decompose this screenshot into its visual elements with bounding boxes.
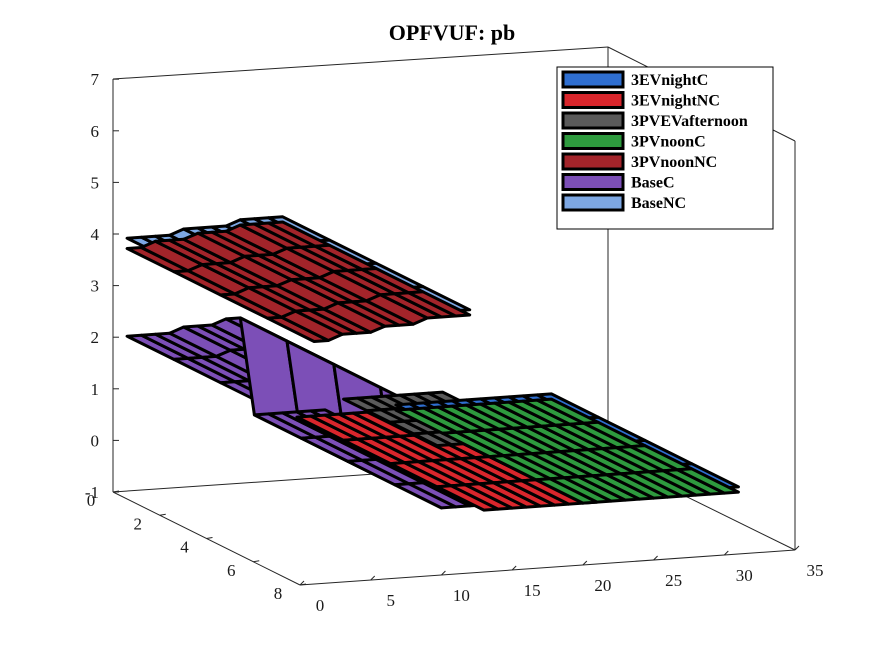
z-tick-label: 3 xyxy=(91,277,100,296)
z-tick-label: 5 xyxy=(91,173,100,192)
y-tick-mark xyxy=(253,560,260,563)
z-tick-label: 1 xyxy=(91,380,100,399)
x-tick-mark xyxy=(653,555,658,561)
legend-label: BaseC xyxy=(631,175,675,192)
x-tick-mark xyxy=(511,565,517,571)
y-tick-label: 4 xyxy=(180,538,189,557)
legend-swatch xyxy=(561,173,625,191)
surface-3EVnightNC xyxy=(295,407,599,512)
x-tick-mark xyxy=(299,580,305,586)
legend-swatch xyxy=(561,91,625,109)
y-tick-mark xyxy=(159,513,166,516)
z-tick-label: 2 xyxy=(91,328,100,347)
chart-title: OPFVUF: pb xyxy=(389,20,516,45)
x-tick-mark xyxy=(370,575,376,581)
x-tick-label: 15 xyxy=(524,581,541,600)
legend-label: 3PVEVafternoon xyxy=(631,113,748,130)
x-tick-label: 0 xyxy=(316,596,325,615)
surface-3PVnoonNC xyxy=(125,220,472,343)
legend-swatch xyxy=(561,152,625,171)
z-tick-label: 0 xyxy=(91,431,100,450)
x-tick-label: 35 xyxy=(807,561,824,580)
y-tick-label: 0 xyxy=(87,491,96,510)
legend-label: 3PVnoonNC xyxy=(631,154,717,171)
x-tick-mark xyxy=(723,550,729,556)
legend-label: 3PVnoonC xyxy=(631,134,706,151)
z-tick-label: -1 xyxy=(85,483,99,502)
legend-swatch xyxy=(561,70,625,89)
x-tick-label: 5 xyxy=(386,591,395,610)
x-tick-label: 30 xyxy=(736,566,753,585)
z-tick-label: 7 xyxy=(91,70,100,89)
legend: 3EVnightC 3EVnightNC 3PVEVafternoon 3PVnoon… xyxy=(556,66,774,230)
z-tick-label: 6 xyxy=(91,122,100,141)
x-axis-line xyxy=(299,549,796,586)
legend-label: 3EVnightNC xyxy=(631,93,720,110)
y-tick-mark xyxy=(206,537,213,539)
y-tick-label: 8 xyxy=(274,584,283,603)
legend-swatch xyxy=(561,132,625,150)
z-tick-label: 4 xyxy=(91,225,100,244)
y-tick-label: 6 xyxy=(227,561,236,580)
legend-label: BaseNC xyxy=(631,195,686,212)
back-top-edge xyxy=(112,46,609,80)
y-tick-label: 2 xyxy=(134,514,143,533)
legend-swatch xyxy=(561,111,625,130)
y-tick-mark xyxy=(299,583,307,586)
surface-patch xyxy=(676,467,740,495)
x-tick-label: 20 xyxy=(594,576,611,595)
x-tick-mark xyxy=(441,570,446,576)
legend-swatch xyxy=(561,193,625,212)
x-tick-label: 25 xyxy=(665,571,682,590)
x-tick-mark xyxy=(582,560,588,566)
legend-label: 3EVnightC xyxy=(631,72,708,89)
surface-patch xyxy=(407,290,472,318)
x-tick-label: 10 xyxy=(453,586,470,605)
surface-3PVnoonC xyxy=(394,397,740,505)
x-tick-mark xyxy=(794,545,800,551)
surface-plots xyxy=(125,215,740,512)
